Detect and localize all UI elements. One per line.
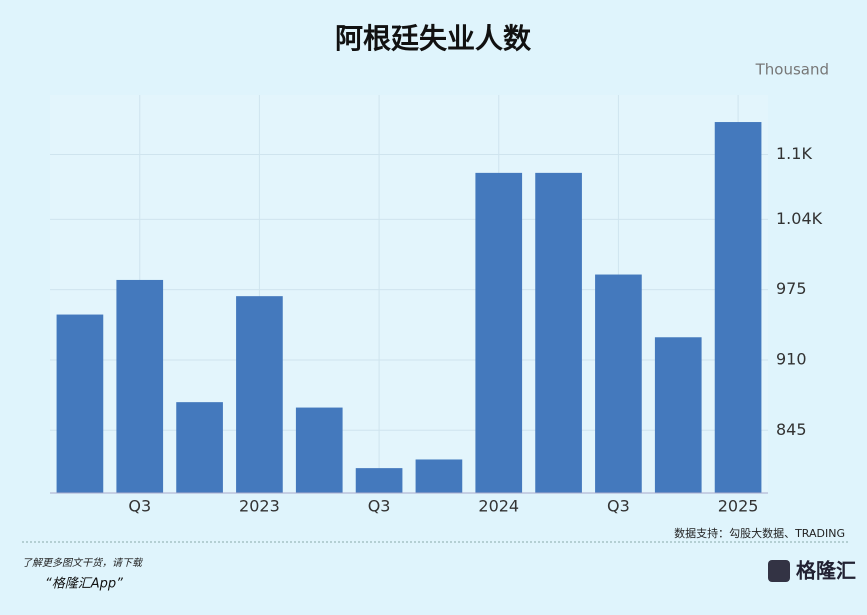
x-tick-label: Q3: [368, 497, 391, 516]
bar: [236, 296, 283, 493]
bar: [714, 122, 762, 494]
bar: [475, 172, 523, 493]
x-tick-label: Q3: [128, 497, 151, 516]
bar: [176, 402, 223, 493]
x-tick-label: Q3: [607, 497, 630, 516]
y-tick-label: 1.04K: [776, 209, 823, 228]
bar: [654, 337, 702, 493]
y-tick-label: 910: [776, 349, 807, 368]
footer-text: 了解更多图文干货，请下载: [22, 557, 144, 569]
x-tick-label: 2025: [718, 497, 759, 516]
bar: [415, 459, 463, 493]
x-tick-label: 2024: [478, 497, 519, 516]
y-tick-label: 845: [776, 420, 807, 439]
chart-title: 阿根廷失业人数: [335, 22, 532, 55]
x-tick-label: 2023: [239, 497, 280, 516]
logo: 格隆汇: [796, 559, 856, 583]
source: 数据支持：勾股大数据、TRADING: [674, 526, 845, 540]
bar: [595, 274, 642, 493]
plot-area: [50, 95, 768, 493]
bar: [535, 172, 582, 493]
y-tick-label: 975: [776, 279, 807, 298]
y-tick-label: 1.1K: [776, 144, 812, 163]
bar: [116, 279, 164, 493]
logo-icon: [768, 560, 790, 582]
bar: [56, 314, 104, 493]
footer-app: “格隆汇App”: [45, 577, 123, 592]
unit-label: Thousand: [755, 61, 829, 79]
bar: [295, 407, 343, 493]
bar: [355, 468, 403, 493]
